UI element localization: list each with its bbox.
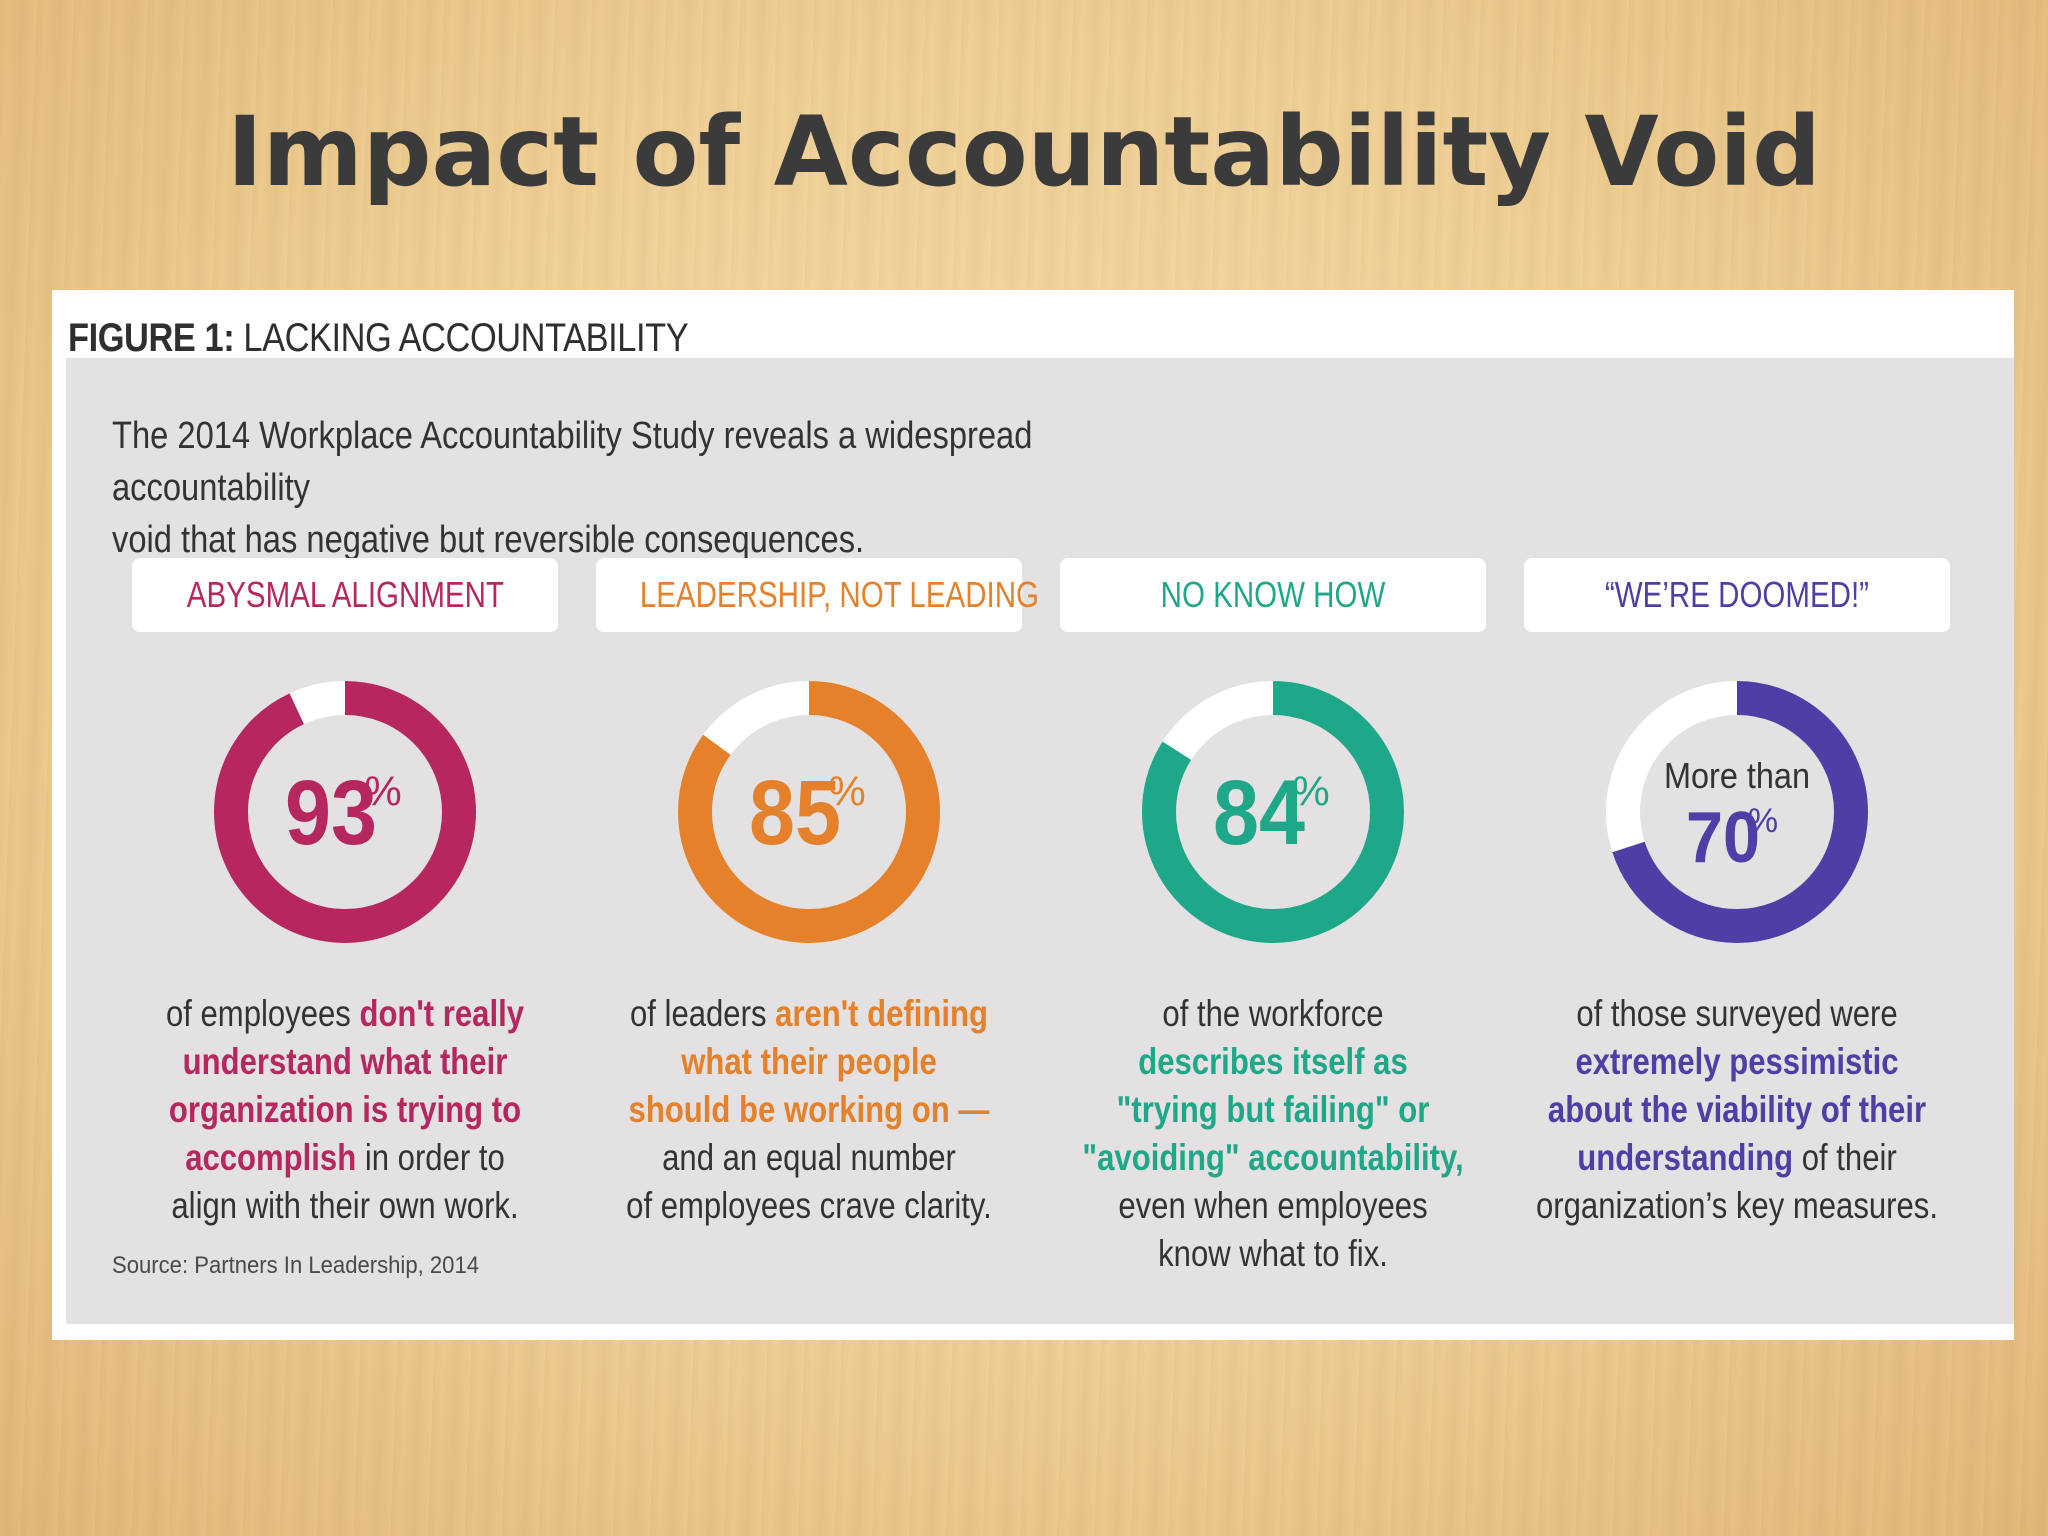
highlighted-text: "avoiding" accountability,: [1082, 1137, 1464, 1178]
highlighted-text: should be working on —: [628, 1089, 990, 1130]
plain-text: of leaders: [629, 993, 776, 1034]
donut-chart: 93%: [210, 662, 480, 962]
plain-text: align with their own work.: [171, 1185, 519, 1226]
donut-unit-label: %: [1748, 802, 1778, 840]
highlighted-text: organization is trying to: [168, 1089, 522, 1130]
figure-intro-line-2: void that has negative but reversible co…: [112, 519, 865, 561]
donut-value-label: 84: [1213, 762, 1305, 864]
stat-column: LEADERSHIP, NOT LEADING 85% of leaders are…: [596, 558, 1039, 1318]
figure-background: [66, 358, 2014, 1324]
stat-description-text: of those surveyed were extremely pessimis…: [1519, 990, 1956, 1230]
stat-category-text: “WE’RE DOOMED!”: [1604, 574, 1870, 615]
figure-heading-number: FIGURE 1:: [68, 316, 235, 360]
figure-intro-line-1: The 2014 Workplace Accountability Study …: [112, 415, 1033, 509]
donut-chart: 85%: [674, 662, 944, 962]
stat-category-label: “WE’RE DOOMED!”: [1524, 558, 1950, 632]
stat-column: “WE’RE DOOMED!” More than 70% of those surv…: [1524, 558, 1950, 1318]
donut-value-label: 70: [1686, 798, 1760, 878]
stat-column: ABYSMAL ALIGNMENT 93% of employees don't r…: [132, 558, 558, 1318]
plain-text: of their: [1793, 1137, 1897, 1178]
stat-category-text: NO KNOW HOW: [1160, 574, 1386, 615]
donut-chart: More than 70%: [1602, 662, 1872, 962]
donut-arc: [678, 681, 940, 943]
donut-unit-label: %: [1292, 767, 1329, 814]
plain-text: and an equal number: [662, 1137, 956, 1178]
donut-value-label: 85: [749, 762, 841, 864]
donut-arc: [214, 681, 476, 943]
highlighted-text: extremely pessimistic: [1575, 1041, 1899, 1082]
stat-description: of leaders aren't defining what their peo…: [586, 990, 1032, 1230]
highlighted-text: understanding: [1577, 1137, 1794, 1178]
plain-text: of employees crave clarity.: [626, 1185, 992, 1226]
donut-arc: [1606, 681, 1868, 943]
plain-text: organization’s key measures.: [1536, 1185, 1938, 1226]
stat-description: of employees don't really understand what…: [122, 990, 568, 1230]
figure-intro: The 2014 Workplace Accountability Study …: [112, 410, 1230, 566]
plain-text: of the workforce: [1162, 993, 1384, 1034]
plain-text: know what to fix.: [1158, 1233, 1388, 1274]
figure-heading: FIGURE 1: LACKING ACCOUNTABILITY: [68, 316, 689, 361]
stat-description-text: of leaders aren't defining what their peo…: [591, 990, 1028, 1230]
highlighted-text: describes itself as: [1138, 1041, 1408, 1082]
donut-unit-label: %: [828, 767, 865, 814]
stat-description: of the workforce describes itself as "tryi…: [1050, 990, 1496, 1278]
stat-category-text: ABYSMAL ALIGNMENT: [186, 574, 504, 615]
stat-category-label: NO KNOW HOW: [1060, 558, 1486, 632]
highlighted-text: "trying but failing" or: [1116, 1089, 1430, 1130]
donut-chart: 84%: [1138, 662, 1408, 962]
source-note: Source: Partners In Leadership, 2014: [112, 1252, 480, 1279]
stat-category-label: ABYSMAL ALIGNMENT: [132, 558, 558, 632]
donut-unit-label: %: [364, 767, 401, 814]
donut-prefix-label: More than: [1664, 755, 1810, 796]
highlighted-text: aren't defining: [775, 993, 988, 1034]
plain-text: even when employees: [1118, 1185, 1428, 1226]
highlighted-text: what their people: [681, 1041, 937, 1082]
highlighted-text: about the viability of their: [1547, 1089, 1927, 1130]
highlighted-text: accomplish: [185, 1137, 357, 1178]
plain-text: of those surveyed were: [1576, 993, 1898, 1034]
figure-panel: FIGURE 1: LACKING ACCOUNTABILITY The 201…: [52, 290, 2014, 1340]
stat-description-text: of employees don't really understand what…: [127, 990, 564, 1230]
plain-text: of employees: [165, 993, 360, 1034]
stat-description: of those surveyed were extremely pessimis…: [1514, 990, 1960, 1230]
highlighted-text: understand what their: [182, 1041, 508, 1082]
highlighted-text: don't really: [359, 993, 525, 1034]
donut-value-label: 93: [285, 762, 377, 864]
figure-heading-text: LACKING ACCOUNTABILITY: [234, 316, 689, 360]
donut-arc: [1142, 681, 1404, 943]
plain-text: in order to: [356, 1137, 505, 1178]
stat-description-text: of the workforce describes itself as "tryi…: [1055, 990, 1492, 1278]
stat-category-text: LEADERSHIP, NOT LEADING: [639, 574, 1040, 615]
slide-title: Impact of Accountability Void: [227, 96, 1821, 208]
stat-category-label: LEADERSHIP, NOT LEADING: [596, 558, 1039, 632]
stat-column: NO KNOW HOW 84% of the workforce describes …: [1060, 558, 1486, 1318]
